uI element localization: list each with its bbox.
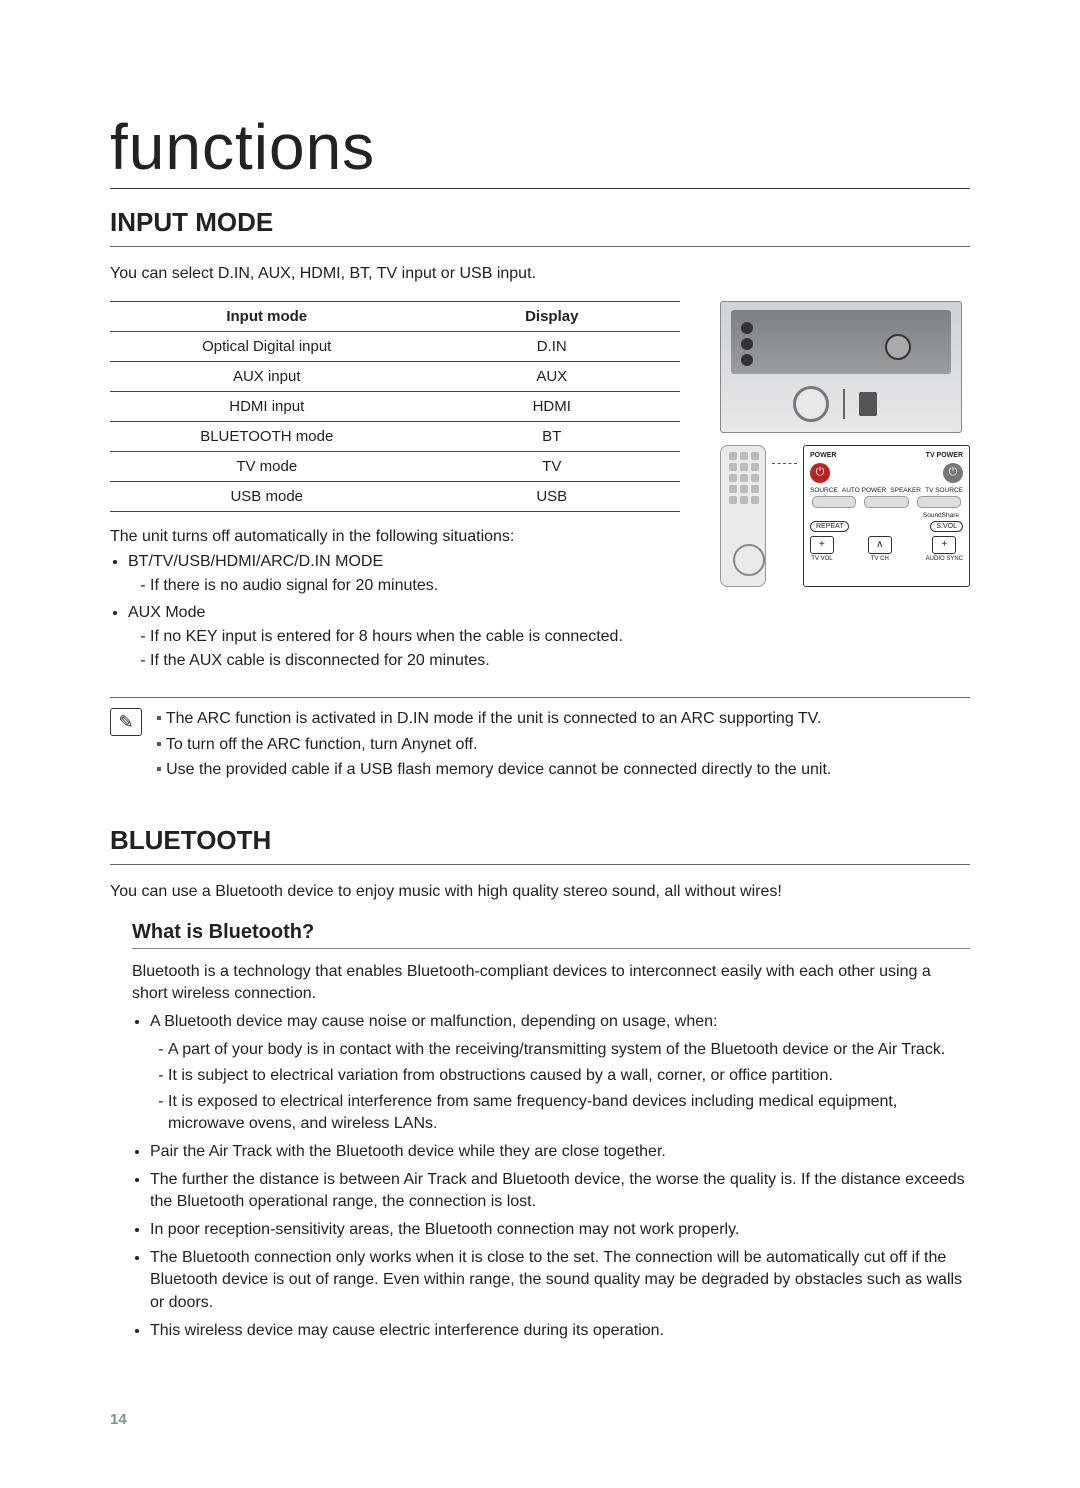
leader-line — [772, 463, 797, 587]
tv-power-icon: ⏻ — [943, 463, 963, 483]
table-row: BLUETOOTH modeBT — [110, 421, 680, 451]
table-row: Optical Digital inputD.IN — [110, 331, 680, 361]
table-row: HDMI inputHDMI — [110, 391, 680, 421]
list-item: It is subject to electrical variation fr… — [168, 1065, 970, 1087]
remote-label: TV VOL — [811, 556, 832, 562]
soundbar-illustration — [720, 301, 962, 433]
cell: AUX input — [110, 361, 424, 391]
bluetooth-lead: Bluetooth is a technology that enables B… — [132, 961, 970, 1005]
remote-illustration: POWER TV POWER ⏻ ⏻ SOURCE AUTO POWER SPEAKER… — [720, 445, 970, 587]
sub-rule — [132, 948, 970, 949]
list-item: To turn off the ARC function, turn Anyne… — [156, 734, 831, 756]
list-item: It is exposed to electrical interference… — [168, 1091, 970, 1135]
list-item: BT/TV/USB/HDMI/ARC/D.IN MODE If there is… — [128, 551, 680, 596]
list-item: Pair the Air Track with the Bluetooth de… — [150, 1141, 970, 1163]
power-icon: ⏻ — [810, 463, 830, 483]
list-item: If the AUX cable is disconnected for 20 … — [150, 650, 680, 672]
remote-label-tvpower: TV POWER — [926, 452, 963, 459]
sync-up-icon: + — [932, 536, 956, 554]
auto-off-intro: The unit turns off automatically in the … — [110, 526, 680, 548]
table-row: TV modeTV — [110, 451, 680, 481]
remote-label: SoundShare — [810, 512, 963, 519]
input-mode-intro: You can select D.IN, AUX, HDMI, BT, TV i… — [110, 263, 970, 285]
auto-off-list: BT/TV/USB/HDMI/ARC/D.IN MODE If there is… — [128, 551, 680, 671]
remote-label: SOURCE — [810, 487, 838, 494]
section-bluetooth-heading: BLUETOOTH — [110, 825, 970, 856]
cell: HDMI — [424, 391, 681, 421]
section-rule — [110, 864, 970, 865]
table-header-display: Display — [424, 301, 681, 331]
remote-label: TV CH — [871, 556, 889, 562]
ch-up-icon: ∧ — [868, 536, 892, 554]
note-list: The ARC function is activated in D.IN mo… — [156, 708, 831, 785]
cell: USB mode — [110, 481, 424, 511]
note-block: ✎ The ARC function is activated in D.IN … — [110, 698, 970, 785]
svol-button-icon: S.VOL — [930, 521, 963, 532]
cell: TV mode — [110, 451, 424, 481]
list-item: The Bluetooth connection only works when… — [150, 1247, 970, 1313]
list-item: The ARC function is activated in D.IN mo… — [156, 708, 831, 730]
note-icon: ✎ — [110, 708, 142, 736]
list-item: AUX Mode If no KEY input is entered for … — [128, 602, 680, 671]
vol-up-icon: + — [810, 536, 834, 554]
list-item-label: A Bluetooth device may cause noise or ma… — [150, 1013, 717, 1030]
input-mode-layout: Input mode Display Optical Digital input… — [110, 301, 970, 680]
cell: BT — [424, 421, 681, 451]
cell: BLUETOOTH mode — [110, 421, 424, 451]
cell: Optical Digital input — [110, 331, 424, 361]
bluetooth-intro: You can use a Bluetooth device to enjoy … — [110, 881, 970, 903]
table-header-mode: Input mode — [110, 301, 424, 331]
remote-label: AUDIO SYNC — [926, 556, 963, 562]
section-input-mode-heading: INPUT MODE — [110, 207, 970, 238]
list-item: The further the distance is between Air … — [150, 1169, 970, 1213]
page-number: 14 — [110, 1411, 127, 1428]
list-item: This wireless device may cause electric … — [150, 1320, 970, 1342]
list-item: If there is no audio signal for 20 minut… — [150, 575, 680, 597]
cell: D.IN — [424, 331, 681, 361]
list-item-label: AUX Mode — [128, 604, 205, 621]
bluetooth-body: Bluetooth is a technology that enables B… — [110, 961, 970, 1342]
bluetooth-subheading: What is Bluetooth? — [110, 921, 970, 944]
repeat-button-icon: REPEAT — [810, 521, 850, 532]
manual-page: functions INPUT MODE You can select D.IN… — [0, 0, 1080, 1488]
cell: USB — [424, 481, 681, 511]
remote-label: TV SOURCE — [925, 487, 963, 494]
remote-detail-icon: POWER TV POWER ⏻ ⏻ SOURCE AUTO POWER SPEAKER… — [803, 445, 970, 587]
table-row: AUX inputAUX — [110, 361, 680, 391]
cell: TV — [424, 451, 681, 481]
table-row: USB modeUSB — [110, 481, 680, 511]
list-item-label: BT/TV/USB/HDMI/ARC/D.IN MODE — [128, 553, 383, 570]
section-rule — [110, 246, 970, 247]
illustration-column: POWER TV POWER ⏻ ⏻ SOURCE AUTO POWER SPEAKER… — [720, 301, 970, 680]
list-item: If no KEY input is entered for 8 hours w… — [150, 626, 680, 648]
remote-label-power: POWER — [810, 452, 836, 459]
list-item: A part of your body is in contact with t… — [168, 1039, 970, 1061]
mini-remote-icon — [720, 445, 766, 587]
cell: AUX — [424, 361, 681, 391]
cell: HDMI input — [110, 391, 424, 421]
remote-label: AUTO POWER — [842, 487, 886, 494]
remote-label: SPEAKER — [890, 487, 921, 494]
list-item: Use the provided cable if a USB flash me… — [156, 759, 831, 781]
chapter-title: functions — [110, 110, 970, 189]
list-item: In poor reception-sensitivity areas, the… — [150, 1219, 970, 1241]
list-item: A Bluetooth device may cause noise or ma… — [150, 1011, 970, 1135]
input-mode-table: Input mode Display Optical Digital input… — [110, 301, 680, 512]
